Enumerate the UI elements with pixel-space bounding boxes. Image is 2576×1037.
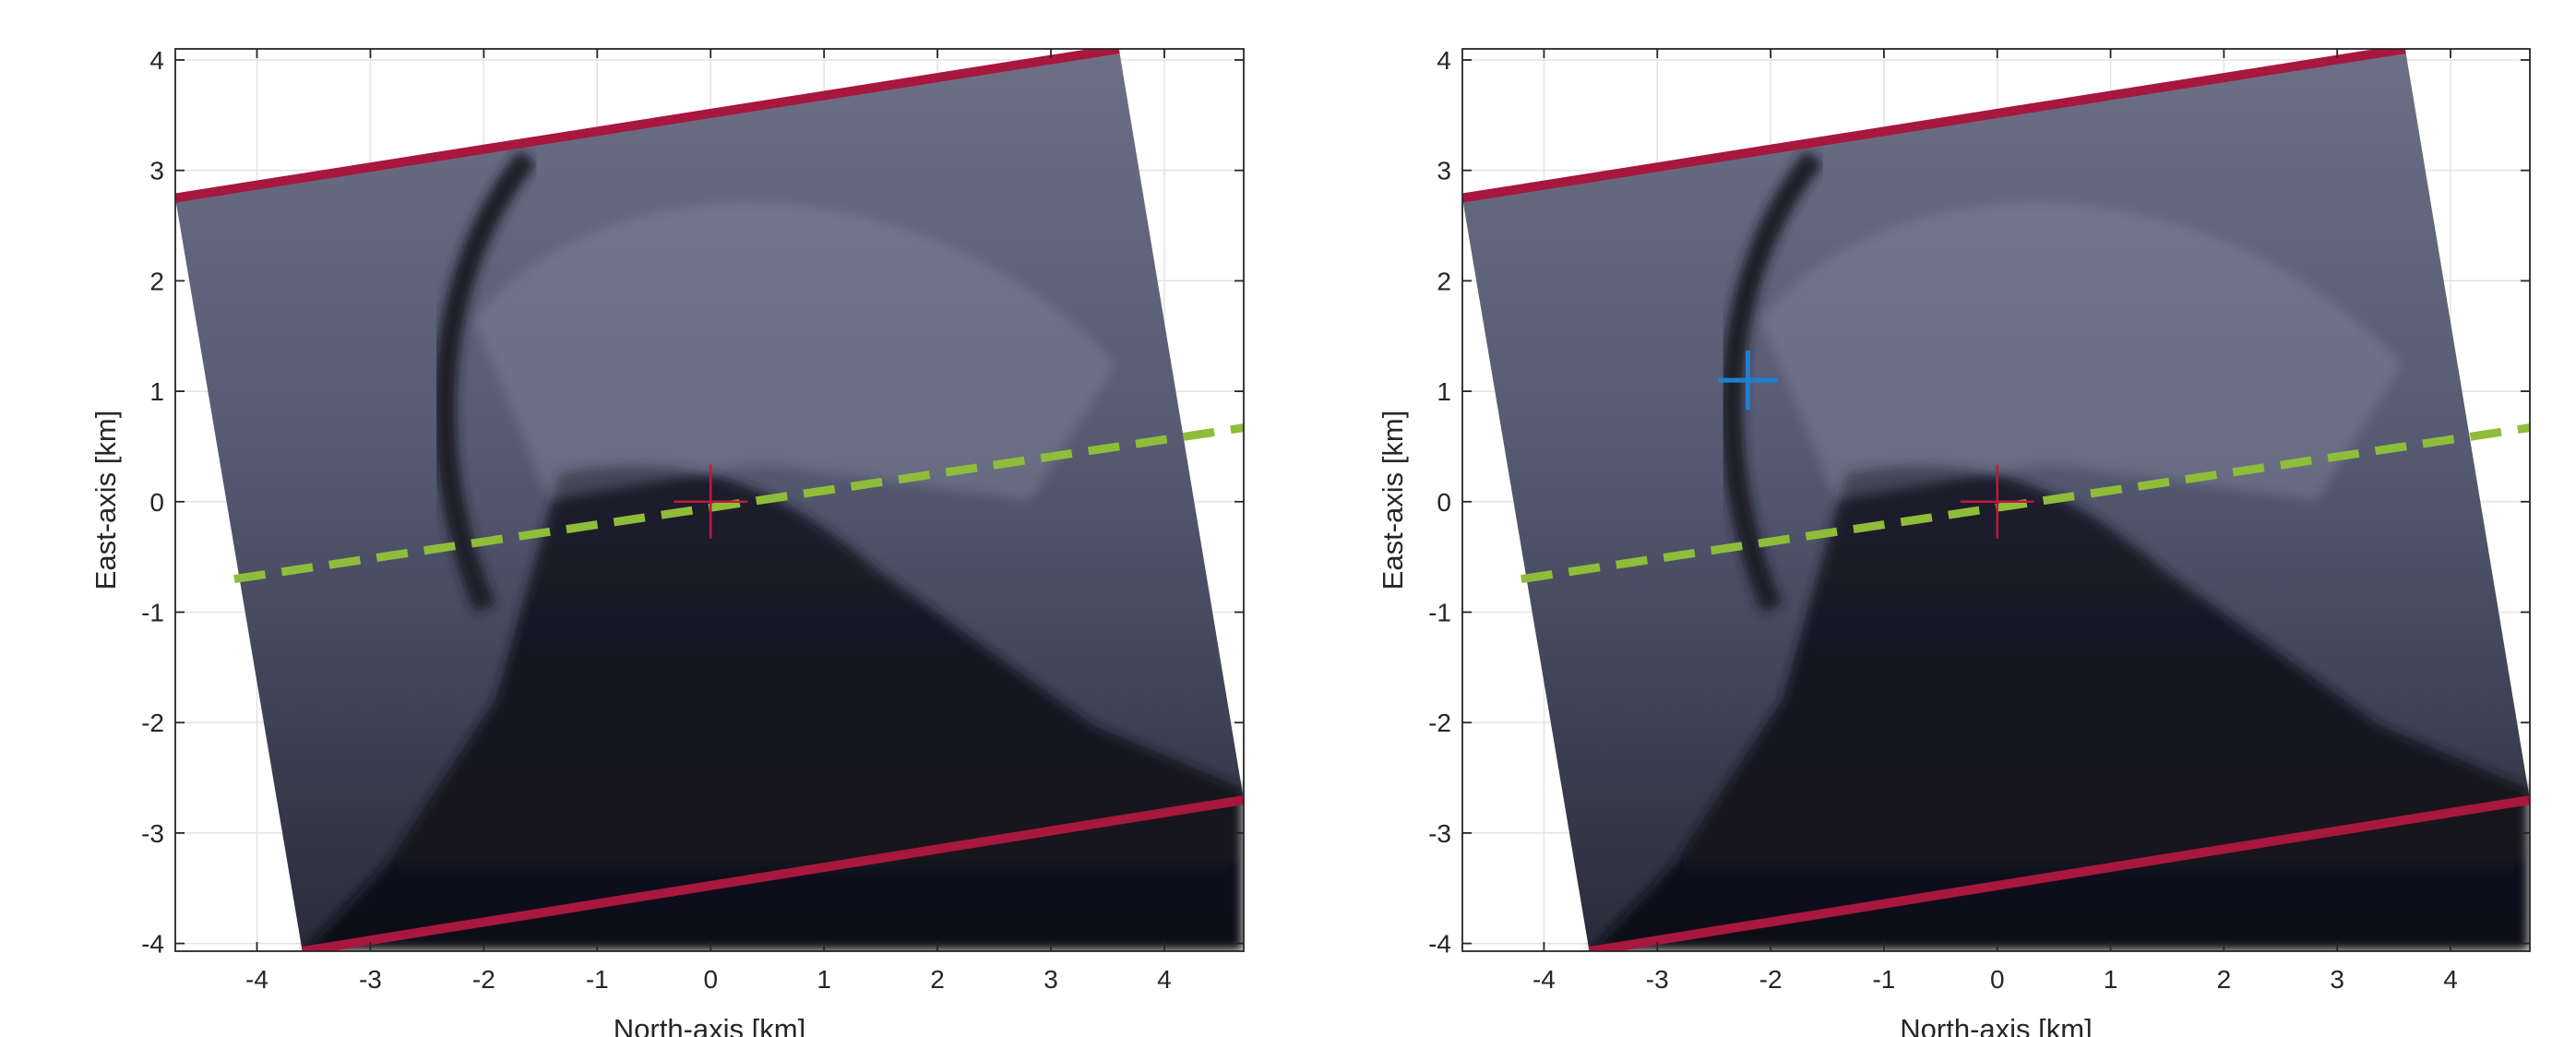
x-tick-label: -3 — [1646, 965, 1669, 994]
x-tick-label: -2 — [1759, 965, 1783, 994]
y-tick-label: 3 — [149, 157, 164, 185]
y-tick-label: 2 — [149, 267, 164, 295]
x-tick-label: -3 — [359, 965, 382, 994]
x-tick-label: 0 — [1990, 965, 2005, 994]
x-tick-label: 3 — [2330, 965, 2344, 994]
x-tick-label: -2 — [472, 965, 495, 994]
y-tick-label: 4 — [149, 46, 164, 75]
x-tick-label: 3 — [1044, 965, 1058, 994]
x-tick-label: 1 — [2104, 965, 2118, 994]
y-tick-label: -3 — [141, 819, 164, 848]
x-tick-label: 1 — [817, 965, 831, 994]
panel: -4 -3 -2 -1 0 1 2 3 4 -4 -3 -2 -1 0 1 2 3 4 North-axis [km… — [89, 46, 1244, 1037]
y-tick-label: 1 — [1437, 377, 1451, 406]
x-axis-label: North-axis [km] — [614, 1013, 805, 1037]
x-tick-label: 2 — [930, 965, 945, 994]
x-tick-label: 2 — [2217, 965, 2232, 994]
y-tick-label: 2 — [1437, 267, 1451, 295]
y-tick-label: 0 — [149, 488, 164, 517]
page: {"chart_data": [ {"type": "image-plot", … — [0, 0, 2576, 1037]
x-tick-label: -1 — [586, 965, 609, 994]
y-tick-label: -3 — [1428, 819, 1451, 848]
y-tick-label: -1 — [1428, 599, 1451, 627]
y-axis-label: East-axis [km] — [1377, 411, 1409, 590]
panel: -4 -3 -2 -1 0 1 2 3 4 -4 -3 -2 -1 0 1 2 3 4 North-axis [km… — [1377, 46, 2530, 1037]
y-axis-label: East-axis [km] — [89, 411, 122, 590]
x-tick-label: 4 — [2443, 965, 2458, 994]
x-tick-label: -4 — [1532, 965, 1556, 994]
y-tick-label: 3 — [1437, 157, 1451, 185]
x-tick-label: 0 — [703, 965, 718, 994]
x-tick-label: 4 — [1157, 965, 1172, 994]
y-tick-label: -2 — [141, 709, 164, 737]
x-tick-label: -4 — [245, 965, 268, 994]
y-tick-label: 1 — [149, 377, 164, 406]
y-tick-label: -2 — [1428, 709, 1451, 737]
y-tick-label: -4 — [141, 930, 164, 959]
y-tick-label: -4 — [1428, 930, 1451, 959]
y-tick-label: -1 — [141, 599, 164, 627]
y-tick-label: 0 — [1437, 488, 1451, 517]
figure: -4 -3 -2 -1 0 1 2 3 4 -4 -3 -2 -1 0 1 2 3 4 North-axis [km… — [0, 0, 2576, 1037]
x-axis-label: North-axis [km] — [1900, 1013, 2092, 1037]
x-tick-label: -1 — [1872, 965, 1895, 994]
y-tick-label: 4 — [1437, 46, 1451, 75]
